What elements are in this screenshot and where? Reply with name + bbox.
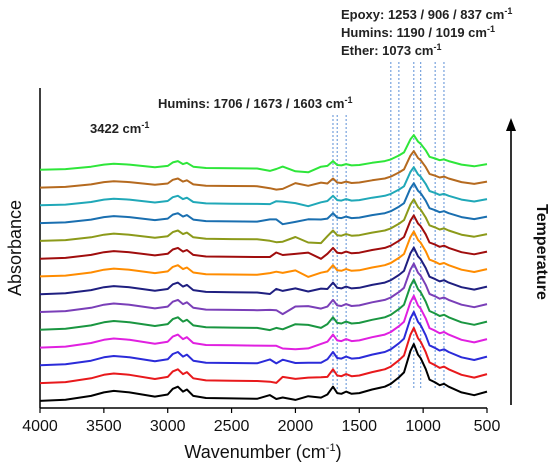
x-tick-label: 1000: [405, 418, 441, 435]
x-tick-label: 2500: [214, 418, 250, 435]
x-ticks: 4000 3500 3000 2500 2000 1500 1000 500: [22, 408, 500, 435]
x-tick-label: 4000: [22, 418, 58, 435]
x-tick-label: 3500: [86, 418, 122, 435]
x-axis-title: Wavenumber (cm-1): [184, 442, 341, 462]
spectrum-line-4: [39, 294, 488, 351]
annotation-epoxy: Epoxy: 1253 / 906 / 837 cm-1: [341, 6, 512, 22]
spectrum-line-14: [39, 134, 488, 174]
spectra-series: [39, 134, 488, 402]
spectrum-line-12: [39, 166, 488, 208]
x-tick-label: 2000: [278, 418, 314, 435]
x-tick-label: 500: [474, 418, 501, 435]
temperature-label: Temperature: [533, 204, 550, 300]
spectrum-line-13: [39, 150, 488, 191]
spectrum-line-9: [39, 214, 488, 260]
spectrum-line-10: [39, 198, 488, 245]
annotation-3422: 3422 cm-1: [90, 120, 149, 136]
spectrum-line-1: [39, 343, 488, 402]
spectrum-line-6: [39, 262, 488, 316]
x-tick-label: 1500: [341, 418, 377, 435]
x-tick-label: 3000: [150, 418, 186, 435]
spectrum-line-7: [39, 246, 488, 296]
spectrum-line-2: [39, 326, 488, 385]
spectrum-line-11: [39, 182, 488, 226]
temperature-arrowhead-icon: [506, 118, 516, 131]
spectrum-line-8: [39, 230, 488, 278]
spectrum-line-3: [39, 310, 488, 367]
annotation-ether: Ether: 1073 cm-1: [341, 42, 442, 58]
annotation-humins-1: Humins: 1706 / 1673 / 1603 cm-1: [158, 95, 352, 111]
spectrum-line-5: [39, 278, 488, 332]
annotation-humins-2: Humins: 1190 / 1019 cm-1: [341, 24, 495, 40]
y-axis-title: Absorbance: [5, 200, 25, 296]
